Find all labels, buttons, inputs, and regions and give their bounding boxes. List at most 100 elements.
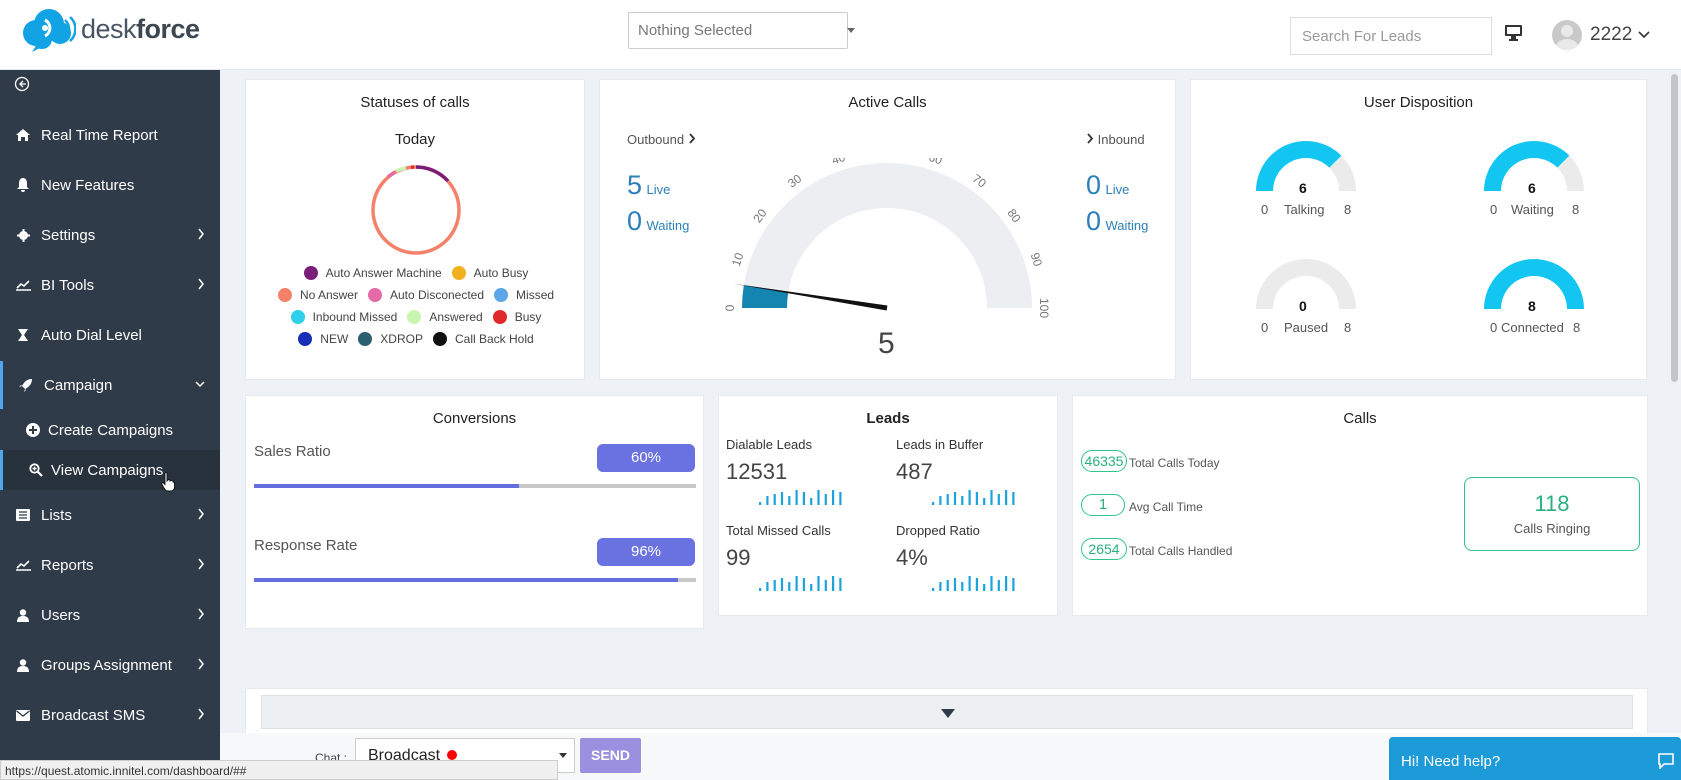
legend-row: NEW XDROP Call Back Hold [246,332,584,346]
deskforce-logo[interactable]: deskforce [20,6,200,52]
legend-item: Answered [405,310,483,324]
sparkline-bar [997,580,1000,591]
envelope-icon [15,709,31,721]
gauge-tick-label: 60 [927,158,944,168]
dialable-leads-value: 12531 [726,459,788,484]
dropped-ratio-label: Dropped Ratio [896,523,980,538]
chevron-right-icon [198,658,204,670]
talking-max: 8 [1344,202,1352,217]
top-select[interactable]: Nothing Selected [628,12,855,49]
chevron-right-icon [1087,133,1094,144]
sidebar-item-users[interactable]: Users [0,591,220,639]
gauge-fill [1484,141,1570,191]
sparkline-bar [766,496,769,505]
sparkline-bar [983,584,986,591]
sidebar-item-broadcast-sms[interactable]: Broadcast SMS [0,691,220,739]
cloud-logo-icon [23,9,76,52]
sidebar: Real Time Report New Features Settings B… [0,70,220,780]
active-calls-card: Active Calls Outbound Inbound 5 Live 0 W… [599,79,1176,380]
legend-swatch [451,266,466,280]
expand-panel-toggle[interactable] [261,695,1633,729]
dropped-ratio-sparkline [932,576,1015,591]
user-menu[interactable]: 2222 [1590,24,1650,46]
sidebar-item-label: Campaign [44,376,113,394]
gauge-tick-label: 40 [830,158,847,167]
legend-item: Auto Disconected [366,288,484,302]
statuses-title: Statuses of calls [360,94,470,111]
sparkline-bar [759,588,762,591]
legend-row: No Answer Auto Disconected Missed [246,288,584,302]
back-circle-icon[interactable] [14,76,30,92]
help-chat-widget[interactable]: Hi! Need help? [1389,737,1681,780]
legend-item: Inbound Missed [289,310,397,324]
total-calls-today-label: Total Calls Today [1129,456,1220,470]
sidebar-item-label: Auto Dial Level [41,326,142,344]
sidebar-item-auto-dial-level[interactable]: Auto Dial Level [0,311,220,359]
sidebar-sub-view-campaigns[interactable]: View Campaigns [0,450,220,492]
chevron-right-icon [198,558,204,570]
sidebar-item-groups-assignment[interactable]: Groups Assignment [0,641,220,689]
sparkline-bar [773,580,776,591]
sidebar-item-lists[interactable]: Lists [0,491,220,539]
sparkline-bar [1012,492,1015,505]
monitor-icon[interactable] [1504,24,1523,41]
sparkline-bar [939,496,942,505]
legend-swatch [290,310,305,324]
sparkline-bar [802,578,805,591]
paused-label: Paused [1284,320,1329,335]
outbound-link[interactable]: Outbound [627,132,696,147]
chevron-right-icon [689,133,695,144]
connected-min: 0 [1490,320,1498,335]
response-rate-label: Response Rate [254,537,358,554]
gauge-fill [1256,141,1342,191]
sidebar-item-settings[interactable]: Settings [0,211,220,259]
top-bar: deskforce Nothing Selected Search For Le… [0,0,1681,70]
sparkline-bar [990,490,993,505]
sidebar-sub-create-campaigns[interactable]: Create Campaigns [0,410,220,450]
sparkline-bar [795,490,798,505]
line-chart-icon [15,279,31,291]
calls-ringing-value: 118 [1534,491,1570,516]
sidebar-item-reports[interactable]: Reports [0,541,220,589]
legend-row: Auto Answer Machine Auto Busy [246,266,584,280]
user-icon [15,658,31,672]
paused-value: 0 [1299,298,1307,314]
total-missed-calls-value: 99 [726,545,751,570]
send-button[interactable]: SEND [580,738,641,773]
sidebar-item-campaign[interactable]: Campaign [0,361,220,409]
response-rate-bar [254,578,696,582]
outbound-live: 5 Live [627,170,671,200]
line-chart-icon [15,559,31,571]
talking-gauge [1256,141,1356,191]
connected-label: Connected [1501,320,1564,335]
avatar[interactable] [1552,20,1582,50]
search-plus-icon [29,463,43,477]
gauge-tick-label: 30 [785,171,804,190]
sidebar-item-real-time-report[interactable]: Real Time Report [0,111,220,159]
sidebar-item-new-features[interactable]: New Features [0,161,220,209]
user-disposition-title: User Disposition [1363,94,1474,111]
scrollbar[interactable] [1671,74,1678,382]
inbound-link[interactable]: Inbound [1086,132,1145,147]
talking-label: Talking [1284,202,1325,217]
broadcast-select-value: Broadcast [368,747,441,764]
sparkline-bar [997,494,1000,505]
gauge-value: 5 [878,327,895,360]
chevron-down-icon [847,28,855,33]
legend-swatch [492,310,507,324]
sidebar-item-label: BI Tools [41,276,95,294]
legend-item: Call Back Hold [431,332,534,346]
inbound-waiting: 0 Waiting [1086,206,1149,236]
user-disposition-card: User Disposition 6 0 Talking 8 6 0 Waiti… [1190,79,1647,380]
calls-title: Calls [1343,410,1377,427]
paused-max: 8 [1344,320,1352,335]
avg-call-time-label: Avg Call Time [1129,500,1203,514]
leads-in-buffer-sparkline [932,490,1015,505]
conversions-title: Conversions [432,410,517,427]
legend-swatch [358,332,373,346]
sidebar-item-label: Broadcast SMS [41,706,146,724]
avg-call-time-value: 1 [1081,494,1125,516]
search-input[interactable]: Search For Leads [1290,17,1492,55]
sparkline-bar [780,492,784,505]
sidebar-item-bi-tools[interactable]: BI Tools [0,261,220,309]
